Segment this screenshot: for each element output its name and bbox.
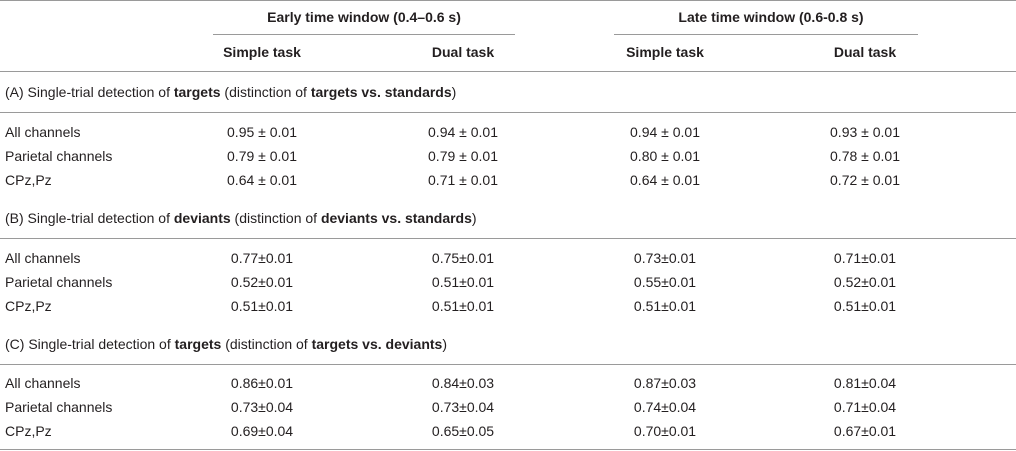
- header-bottom-border: [0, 71, 1016, 72]
- section-title-text: ): [451, 84, 457, 100]
- late-window-header: Late time window (0.6-0.8 s): [678, 9, 864, 25]
- late-window-underline: [614, 34, 918, 35]
- section-title-emphasis: targets: [173, 84, 221, 100]
- table-cell: 0.87±0.03: [633, 375, 697, 391]
- table-cell: 0.52±0.01: [833, 274, 897, 290]
- col-header-early-simple: Simple task: [223, 44, 301, 60]
- section-title-text: ): [471, 210, 477, 226]
- section-title: (A) Single-trial detection of targets (d…: [5, 84, 456, 100]
- section-title-emphasis: deviants vs. standards: [320, 210, 472, 226]
- section-title-text: (distinction of: [221, 336, 312, 352]
- table-cell: 0.73±0.01: [633, 250, 697, 266]
- table-cell: 0.78 ± 0.01: [830, 148, 900, 164]
- section-title-text: (C) Single-trial detection of: [5, 336, 175, 352]
- col-header-late-dual: Dual task: [833, 44, 897, 60]
- table-cell: 0.71 ± 0.01: [428, 172, 498, 188]
- table-cell: 0.70±0.01: [633, 423, 697, 439]
- table-cell: 0.51±0.01: [431, 274, 495, 290]
- table-cell: 0.71±0.04: [833, 399, 897, 415]
- table-cell: 0.79 ± 0.01: [428, 148, 498, 164]
- table-cell: 0.51±0.01: [431, 298, 495, 314]
- section-title-emphasis: deviants: [173, 210, 231, 226]
- table-cell: 0.77±0.01: [230, 250, 294, 266]
- row-label: CPz,Pz: [5, 172, 52, 188]
- table-cell: 0.67±0.01: [833, 423, 897, 439]
- section-title-text: ): [442, 336, 447, 352]
- table-cell: 0.75±0.01: [431, 250, 495, 266]
- table-cell: 0.95 ± 0.01: [227, 124, 297, 140]
- table-cell: 0.64 ± 0.01: [630, 172, 700, 188]
- section-title-text: (A) Single-trial detection of: [5, 84, 174, 100]
- row-label: CPz,Pz: [5, 298, 52, 314]
- col-header-late-simple: Simple task: [626, 44, 704, 60]
- row-label: Parietal channels: [5, 399, 113, 415]
- table-cell: 0.73±0.04: [230, 399, 294, 415]
- section-title-text: (distinction of: [230, 210, 321, 226]
- section-title-text: (distinction of: [220, 84, 311, 100]
- col-header-early-dual: Dual task: [431, 44, 495, 60]
- table-cell: 0.71±0.01: [833, 250, 897, 266]
- early-window-underline: [213, 34, 515, 35]
- table-cell: 0.79 ± 0.01: [227, 148, 297, 164]
- section-title-emphasis: targets: [174, 336, 222, 352]
- section-title-emphasis: targets vs. standards: [310, 84, 452, 100]
- section-title-text: (B) Single-trial detection of: [5, 210, 174, 226]
- table-cell: 0.52±0.01: [230, 274, 294, 290]
- table-cell: 0.51±0.01: [633, 298, 697, 314]
- section-divider: [0, 112, 1016, 113]
- section-title: (B) Single-trial detection of deviants (…: [5, 210, 477, 226]
- table-cell: 0.81±0.04: [833, 375, 897, 391]
- table-bottom-border: [0, 449, 1016, 450]
- table-cell: 0.64 ± 0.01: [227, 172, 297, 188]
- table-cell: 0.51±0.01: [230, 298, 294, 314]
- table-cell: 0.94 ± 0.01: [630, 124, 700, 140]
- table-cell: 0.55±0.01: [633, 274, 697, 290]
- table-cell: 0.65±0.05: [431, 423, 495, 439]
- row-label: All channels: [5, 375, 81, 391]
- row-label: All channels: [5, 250, 81, 266]
- table-cell: 0.80 ± 0.01: [630, 148, 700, 164]
- table-cell: 0.93 ± 0.01: [830, 124, 900, 140]
- early-window-header: Early time window (0.4–0.6 s): [267, 9, 461, 25]
- section-divider: [0, 364, 1016, 365]
- section-title: (C) Single-trial detection of targets (d…: [5, 336, 447, 352]
- row-label: Parietal channels: [5, 148, 113, 164]
- row-label: All channels: [5, 124, 81, 140]
- section-divider: [0, 238, 1016, 239]
- table-cell: 0.69±0.04: [230, 423, 294, 439]
- row-label: Parietal channels: [5, 274, 113, 290]
- table-cell: 0.74±0.04: [633, 399, 697, 415]
- table-cell: 0.73±0.04: [431, 399, 495, 415]
- table-cell: 0.51±0.01: [833, 298, 897, 314]
- table-top-border: [0, 0, 1016, 1]
- section-title-emphasis: targets vs. deviants: [311, 336, 443, 352]
- table-cell: 0.72 ± 0.01: [830, 172, 900, 188]
- table-cell: 0.94 ± 0.01: [428, 124, 498, 140]
- row-label: CPz,Pz: [5, 423, 52, 439]
- table-cell: 0.84±0.03: [431, 375, 495, 391]
- table-cell: 0.86±0.01: [230, 375, 294, 391]
